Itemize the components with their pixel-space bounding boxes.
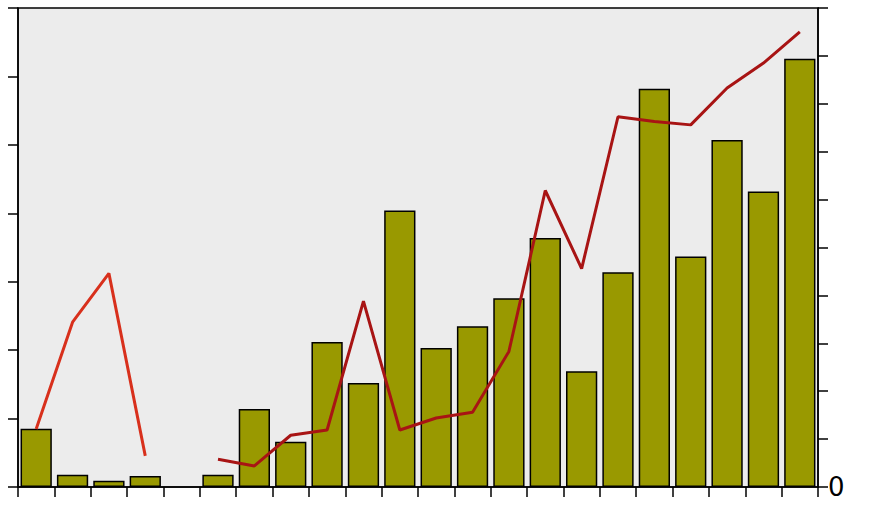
svg-text:0: 0: [828, 472, 845, 502]
